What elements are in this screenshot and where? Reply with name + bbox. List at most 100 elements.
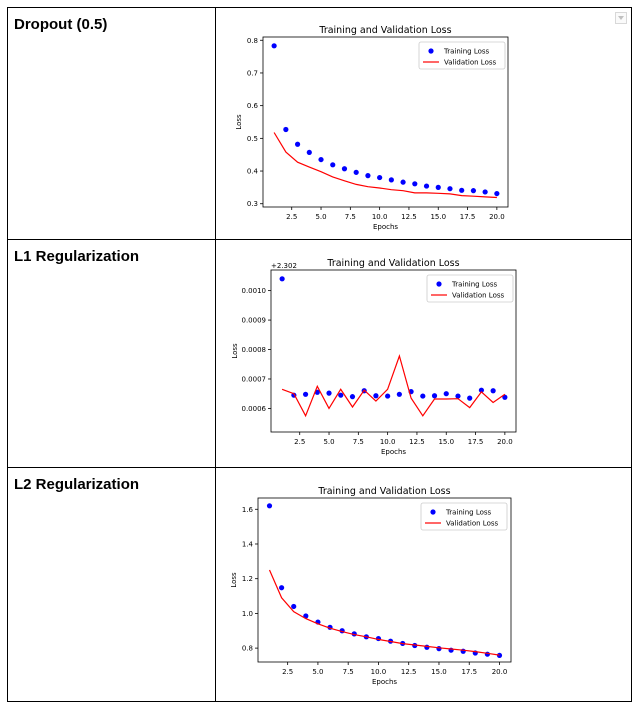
legend-box (426, 274, 514, 303)
x-tick-label: 7.5 (343, 668, 354, 676)
training-loss-point (279, 276, 285, 282)
training-loss-point (388, 177, 394, 183)
training-loss-point (435, 184, 441, 190)
training-loss-point (447, 186, 453, 192)
training-loss-point (455, 393, 461, 399)
validation-loss-line (281, 354, 506, 418)
y-tick-label: 0.0009 (242, 317, 267, 325)
training-loss-point (443, 391, 449, 397)
y-tick-label: 0.6 (247, 102, 259, 110)
legend-label: Training Loss (443, 48, 490, 56)
plot-frame (270, 269, 517, 433)
training-loss-point (396, 391, 402, 397)
y-tick-label: 1.2 (242, 575, 253, 583)
x-tick-label: 15.0 (438, 438, 454, 446)
training-loss-point (341, 166, 348, 172)
label-cell: Dropout (0.5) (7, 7, 216, 240)
training-loss-point (423, 183, 430, 189)
loss-chart: Training and Validation Loss 2.5 5.0 7.5 10.… (235, 25, 509, 231)
y-offset-label: +2.302 (271, 262, 297, 270)
x-tick-label: 15.0 (431, 668, 447, 676)
y-tick-label: 0.3 (247, 200, 258, 208)
x-tick-label: 12.5 (401, 668, 417, 676)
training-loss-point (470, 188, 477, 194)
y-tick-label: 0.8 (247, 37, 258, 45)
x-tick-label: 5.0 (323, 438, 334, 446)
training-loss-point (436, 646, 442, 652)
training-loss-point (294, 141, 301, 147)
plot-frame (262, 36, 509, 208)
x-tick-label: 20.0 (492, 668, 508, 676)
training-loss-point (467, 395, 473, 401)
table-row: Dropout (0.5) Training and Validation Lo… (7, 7, 632, 240)
loss-chart: Training and Validation Loss +2.302 2.5 5.0… (231, 258, 517, 456)
training-loss-point (431, 393, 438, 399)
legend-label: Training Loss (451, 281, 498, 289)
training-loss-point (459, 187, 465, 193)
x-axis-label: Epochs (373, 223, 398, 231)
x-tick-label: 12.5 (401, 213, 417, 221)
y-tick-label: 0.0010 (242, 287, 267, 295)
training-loss-point (482, 189, 488, 195)
x-tick-label: 2.5 (294, 438, 305, 446)
row-title: L2 Regularization (14, 476, 140, 493)
legend-box (420, 502, 508, 531)
training-loss-point (306, 149, 312, 156)
training-loss-point (338, 392, 344, 398)
validation-loss-line (273, 132, 497, 199)
training-loss-point (424, 644, 430, 650)
training-loss-point (484, 651, 490, 657)
legend-dot-swatch (436, 281, 442, 287)
x-tick-label: 20.0 (489, 213, 505, 221)
x-axis-label: Epochs (381, 448, 406, 456)
x-tick-label: 2.5 (286, 213, 297, 221)
training-loss-point (412, 181, 418, 187)
y-axis-label: Loss (235, 114, 243, 130)
x-tick-label: 12.5 (409, 438, 425, 446)
training-loss-point (400, 179, 406, 185)
x-tick-label: 15.0 (430, 213, 446, 221)
y-tick-label: 0.8 (242, 645, 253, 653)
legend-dot-swatch (428, 48, 434, 54)
legend-box (418, 41, 506, 70)
x-tick-label: 7.5 (345, 213, 356, 221)
training-loss-point (291, 603, 297, 610)
x-tick-label: 17.5 (468, 438, 484, 446)
legend-label: Training Loss (445, 509, 492, 517)
x-axis-label: Epochs (372, 678, 397, 686)
comparison-table: Dropout (0.5) Training and Validation Lo… (7, 7, 632, 702)
training-loss-point (326, 390, 332, 396)
legend-dot-swatch (430, 509, 436, 515)
training-loss-point (377, 174, 383, 181)
x-tick-label: 7.5 (353, 438, 364, 446)
x-tick-label: 17.5 (461, 668, 477, 676)
chart-cell: Training and Validation Loss +2.302 2.5 5.0… (215, 239, 632, 468)
training-loss-point (478, 387, 485, 393)
x-tick-label: 2.5 (282, 668, 293, 676)
label-cell: L1 Regularization (7, 239, 216, 468)
x-tick-label: 10.0 (372, 213, 388, 221)
training-loss-point (302, 391, 309, 397)
legend-label: Validation Loss (446, 520, 498, 528)
y-tick-label: 0.0006 (242, 405, 267, 413)
dropdown-icon[interactable] (615, 12, 627, 24)
chart-cell: Training and Validation Loss 2.5 5.0 7.5 10.… (215, 7, 632, 240)
training-loss-point (365, 173, 371, 179)
y-tick-label: 0.7 (247, 69, 258, 77)
y-tick-label: 1.6 (242, 506, 254, 514)
y-tick-label: 0.4 (247, 168, 259, 176)
chart-cell: Training and Validation Loss 2.5 5.0 7.5 10.… (215, 467, 632, 702)
x-tick-label: 10.0 (371, 668, 387, 676)
y-tick-label: 1.0 (242, 610, 253, 618)
training-loss-point (283, 126, 289, 133)
training-loss-point (494, 190, 500, 197)
plot-frame (257, 497, 512, 663)
training-loss-point (353, 169, 359, 175)
table-row: L2 Regularization Training and Validatio… (7, 467, 632, 702)
chart-title: Training and Validation Loss (317, 486, 450, 497)
training-loss-point (420, 393, 426, 399)
training-loss-point (330, 162, 336, 168)
training-loss-point (349, 394, 356, 400)
y-tick-label: 0.5 (247, 135, 258, 143)
training-loss-point (490, 388, 496, 394)
